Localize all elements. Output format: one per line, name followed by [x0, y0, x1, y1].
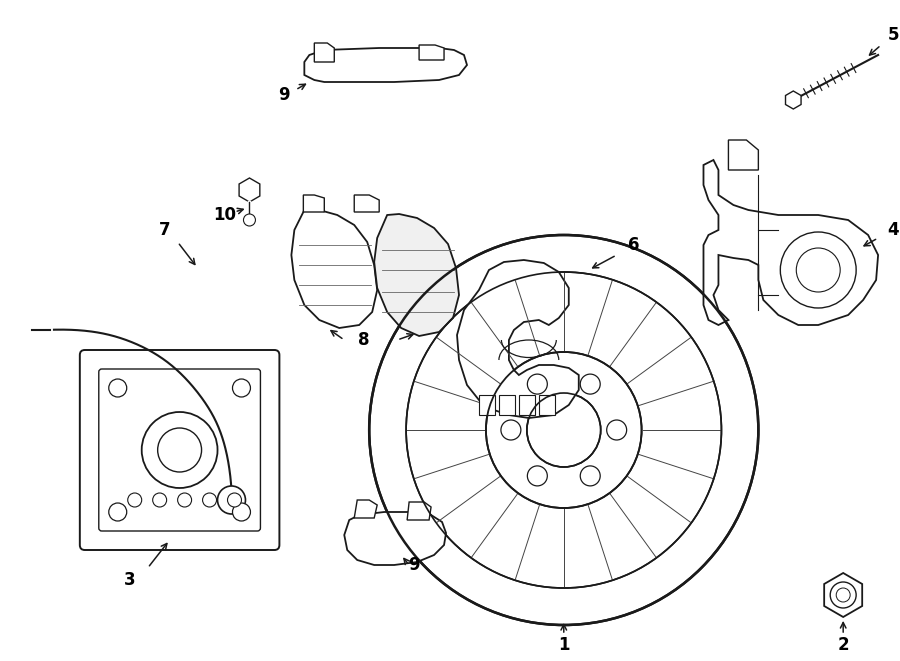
Polygon shape: [457, 260, 579, 418]
Circle shape: [158, 428, 202, 472]
Circle shape: [244, 214, 256, 226]
Text: 3: 3: [124, 571, 136, 589]
Circle shape: [369, 235, 759, 625]
Polygon shape: [419, 45, 444, 60]
Polygon shape: [345, 512, 446, 565]
Text: 10: 10: [213, 206, 236, 224]
Polygon shape: [303, 195, 324, 212]
Polygon shape: [479, 395, 495, 415]
Polygon shape: [824, 573, 862, 617]
Polygon shape: [728, 140, 759, 170]
FancyBboxPatch shape: [80, 350, 279, 550]
Circle shape: [580, 466, 600, 486]
Circle shape: [109, 379, 127, 397]
Circle shape: [527, 466, 547, 486]
Circle shape: [527, 374, 547, 394]
Polygon shape: [499, 395, 515, 415]
Circle shape: [836, 588, 850, 602]
Text: 6: 6: [628, 236, 639, 254]
Polygon shape: [519, 395, 535, 415]
Text: 7: 7: [158, 221, 170, 239]
Circle shape: [780, 232, 856, 308]
Circle shape: [796, 248, 841, 292]
Polygon shape: [539, 395, 554, 415]
Circle shape: [607, 420, 626, 440]
Polygon shape: [786, 91, 801, 109]
Text: 5: 5: [887, 26, 899, 44]
Polygon shape: [292, 210, 377, 328]
Polygon shape: [374, 214, 459, 336]
Polygon shape: [239, 178, 260, 202]
Text: 2: 2: [837, 636, 849, 654]
Circle shape: [830, 582, 856, 608]
Polygon shape: [704, 160, 878, 325]
Circle shape: [141, 412, 218, 488]
Text: 1: 1: [558, 636, 570, 654]
Circle shape: [580, 374, 600, 394]
Circle shape: [109, 503, 127, 521]
Circle shape: [177, 493, 192, 507]
Circle shape: [202, 493, 217, 507]
Text: 4: 4: [887, 221, 899, 239]
Circle shape: [501, 420, 521, 440]
Circle shape: [218, 486, 246, 514]
Circle shape: [526, 393, 600, 467]
Circle shape: [486, 352, 642, 508]
Circle shape: [232, 379, 250, 397]
Circle shape: [228, 493, 241, 507]
Polygon shape: [407, 502, 431, 520]
Polygon shape: [355, 195, 379, 212]
Circle shape: [128, 493, 141, 507]
Polygon shape: [314, 43, 334, 62]
Text: 9: 9: [279, 86, 290, 104]
Text: 8: 8: [358, 331, 370, 349]
Circle shape: [232, 503, 250, 521]
Circle shape: [153, 493, 166, 507]
Text: 9: 9: [409, 556, 420, 574]
Polygon shape: [304, 48, 467, 82]
Polygon shape: [355, 500, 377, 518]
